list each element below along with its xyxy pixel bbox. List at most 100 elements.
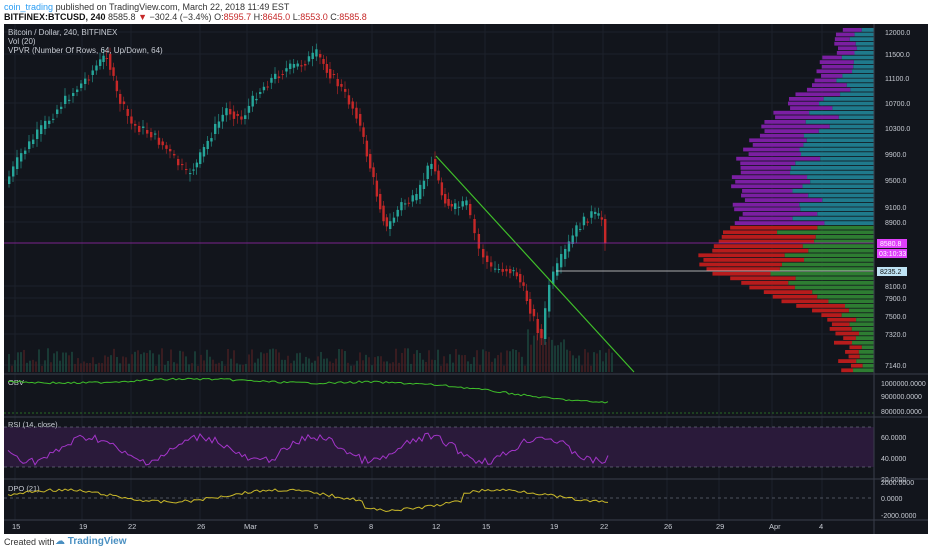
trendline[interactable] (435, 155, 635, 373)
volume-bar (290, 363, 292, 372)
volume-bar (395, 348, 397, 372)
volume-bar (398, 362, 400, 372)
volume-bar (428, 350, 430, 372)
volume-bar (11, 365, 13, 372)
candle-body (419, 184, 422, 199)
price-axis[interactable]: 12000.0 11500.0 11100.0 10700.0 10300.0 9900.… (885, 30, 910, 370)
volume-bar (449, 354, 451, 372)
volume-bar (152, 353, 154, 372)
candle-body (195, 162, 199, 168)
candle-body (126, 109, 129, 116)
vpvr-down-bar (850, 363, 863, 368)
candle-body (244, 115, 247, 119)
candle-body (173, 154, 176, 156)
volume-bar (197, 365, 199, 372)
chart-area[interactable]: Bitcoin / Dollar, 240, BITFINEX Vol (20)… (4, 24, 928, 534)
candle-body (379, 194, 382, 210)
candle-body (251, 95, 254, 107)
candle-body (407, 202, 411, 204)
price-tick: 10300.0 (885, 126, 910, 133)
candle-body (411, 195, 414, 202)
vpvr-down-bar (735, 179, 811, 184)
vpvr-up-bar (808, 248, 874, 253)
vpvr-down-bar (734, 221, 825, 225)
candle-body (40, 125, 43, 134)
volume-bar (368, 357, 370, 372)
time-axis[interactable]: 15 19 22 26 Mar 5 8 12 15 19 22 26 29 Apr 4 (12, 522, 823, 531)
candle-body (529, 299, 532, 314)
vpvr-up-bar (810, 179, 874, 184)
legend-vol: Vol (20) (8, 37, 36, 46)
vpvr-down-bar (721, 235, 816, 239)
symbol-label: BITFINEX:BTCUSD, 240 (4, 12, 106, 22)
volume-bar (182, 351, 184, 372)
volume-bar (452, 362, 454, 372)
volume-bar (467, 361, 469, 372)
obv-tick-3: 800000.0000 (881, 409, 922, 416)
change-value: −302.4 (−3.4%) (149, 12, 212, 22)
volume-bar (443, 356, 445, 372)
price-tick: 12000.0 (885, 30, 910, 37)
volume-bar (98, 362, 100, 372)
vpvr-up-bar (805, 120, 874, 124)
volume-bar (242, 364, 244, 372)
candlesticks[interactable] (8, 43, 607, 346)
volume-bar (440, 365, 442, 372)
volume-bar (575, 358, 577, 372)
vpvr-up-bar (852, 340, 874, 345)
candle-body (292, 64, 296, 68)
candle-body (102, 55, 105, 62)
candle-body (447, 199, 450, 206)
volume-bar (353, 365, 355, 372)
candle-body (515, 272, 519, 277)
vpvr-up-bar (854, 32, 874, 37)
tradingview-logo[interactable]: ☁ TradingView (55, 536, 127, 547)
candle-body (165, 145, 168, 149)
vpvr-down-bar (848, 354, 860, 359)
created-with-text: Created with (4, 537, 55, 547)
candle-body (477, 234, 481, 249)
vpvr-down-bar (838, 359, 857, 363)
volume-bar (587, 352, 589, 372)
volume-bar (41, 365, 43, 372)
dpo-tick-1: 2000.0000 (881, 480, 914, 487)
volume-bar (104, 355, 106, 372)
volume-bar (551, 339, 553, 372)
candle-body (247, 105, 251, 113)
candle-body (556, 263, 559, 276)
candle-body (289, 63, 292, 69)
candle-body (266, 86, 269, 88)
candle-body (311, 52, 314, 59)
price-tick: 8900.0 (885, 220, 907, 227)
chart-canvas[interactable]: Bitcoin / Dollar, 240, BITFINEX Vol (20)… (4, 24, 928, 534)
author-link[interactable]: coin_trading (4, 2, 54, 12)
vpvr-up-bar (853, 64, 874, 69)
volume-bar (503, 365, 505, 372)
candle-body (522, 282, 525, 286)
vpvr-up-bar (849, 322, 874, 327)
volume-bar (536, 334, 538, 372)
candle-body (115, 80, 119, 92)
vpvr-up-bar (856, 317, 874, 322)
candle-body (296, 63, 299, 67)
vpvr-down-bar (775, 115, 839, 120)
vpvr-up-bar (818, 129, 874, 133)
candle-body (505, 269, 508, 272)
volume-bars (8, 328, 613, 372)
volume-bar (20, 352, 22, 372)
vpvr-up-bar (861, 345, 874, 350)
vpvr-down-bar (759, 133, 804, 138)
volume-bar (596, 353, 598, 372)
open-value: 8595.7 (223, 12, 252, 22)
price-tick: 7140.0 (885, 363, 907, 370)
candle-body (56, 109, 59, 114)
open-label: O: (214, 12, 224, 22)
volume-bar (188, 364, 190, 372)
volume-bar (470, 363, 472, 372)
vpvr-up-bar (842, 74, 874, 78)
vpvr-down-bar (833, 340, 853, 345)
candle-body (490, 262, 493, 267)
vpvr-up-bar (828, 299, 874, 304)
time-tick: 8 (369, 522, 373, 531)
volume-bar (176, 363, 178, 372)
